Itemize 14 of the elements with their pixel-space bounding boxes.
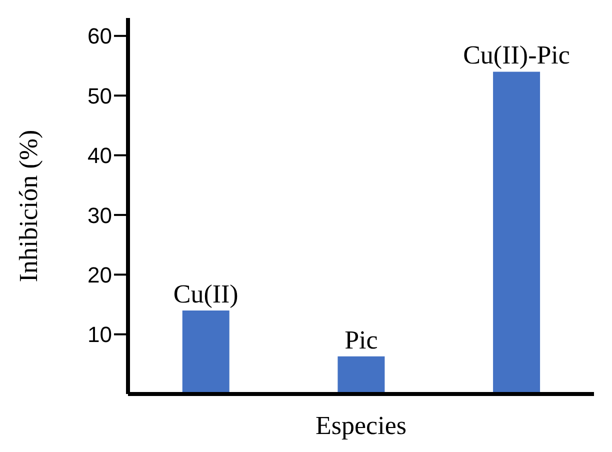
bar: [182, 310, 230, 394]
bar: [338, 356, 385, 394]
x-axis-title: Especies: [316, 411, 406, 440]
y-tick-label: 60: [88, 24, 112, 49]
x-tick-label: Cu(II): [173, 279, 238, 308]
y-tick-label: 20: [88, 262, 112, 288]
y-tick-label: 50: [88, 83, 112, 108]
y-tick-label: 40: [88, 143, 112, 168]
y-axis-title: Inhibición (%): [14, 130, 44, 282]
x-tick-label: Cu(II)-Pic: [463, 40, 570, 70]
y-tick-label: 10: [88, 322, 112, 348]
bar: [493, 72, 540, 394]
x-tick-label: Pic: [344, 325, 378, 354]
y-tick-label: 30: [88, 202, 112, 228]
